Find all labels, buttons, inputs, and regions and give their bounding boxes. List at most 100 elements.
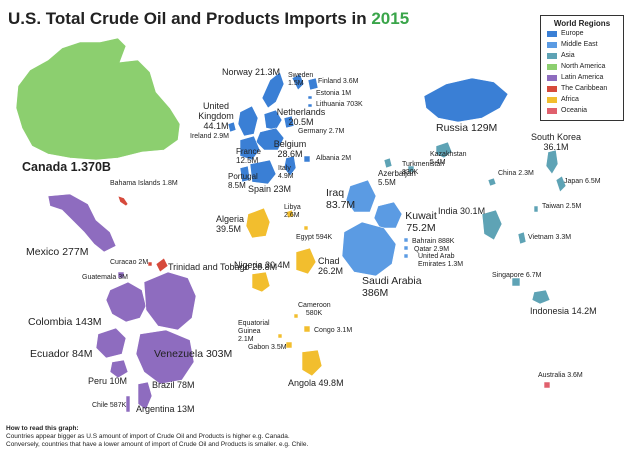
label-albania: Albania 2M [316,155,352,162]
shape-mexico [47,193,117,253]
shape-portugal [239,165,251,183]
shape-peru [109,359,129,379]
shape-uae [403,253,409,259]
legend-title: World Regions [553,19,611,28]
legend-item-africa: Africa [547,94,623,105]
shape-germany [283,115,295,129]
label-vietnam: Vietnam 3.3M [528,234,572,241]
label-algeria: Algeria 39.5M [216,214,245,234]
label-cameroon: Cameroon 580K [298,302,331,317]
shape-china [487,177,497,187]
shape-angola [301,349,323,377]
legend: World Regions Europe Middle East Asia No… [540,15,624,121]
label-bahrain: Bahrain 888K [412,238,455,245]
legend-swatch [547,63,557,70]
legend-swatch [547,107,557,114]
shape-southkorea [545,149,559,175]
legend-item-oceania: Oceania [547,105,623,116]
legend-item-asia: Asia [547,50,623,61]
label-azerbaijan: Azerbaijan 5.5M [378,169,416,187]
label-france: France 12.5M [236,147,261,165]
shape-algeria [245,207,271,239]
shape-norway [261,71,285,109]
shape-ireland [227,121,237,133]
label-venezuela: Venezuela 303M [154,348,233,360]
shape-chile [125,395,131,413]
shape-vietnam [517,231,527,245]
shape-colombia [105,281,147,323]
label-germany: Germany 2.7M [298,128,345,135]
shape-egypt [303,225,309,231]
shape-sweden [291,73,305,91]
label-indonesia: Indonesia 14.2M [530,306,597,316]
reading-note-line2: Conversely, countries that have a lower … [6,441,309,448]
label-norway: Norway 21.3M [222,67,281,77]
shape-australia [543,381,551,389]
shape-uk [237,105,259,137]
shape-bahama [117,195,129,207]
label-chad: Chad 26.2M [318,256,344,276]
reading-note: How to read this graph: Countries appear… [6,425,308,449]
shape-indonesia [531,289,551,305]
shape-ecuador [95,327,127,359]
legend-item-caribbean: The Caribbean [547,83,623,94]
label-china: China 2.3M [498,170,534,177]
legend-item-label: Europe [561,30,584,37]
label-libya: Libya 2.6M [284,204,301,219]
label-peru: Peru 10M [88,376,128,386]
map-title-year: 2015 [371,9,410,28]
legend-item-label: North America [561,63,606,70]
shape-libya [285,209,295,219]
label-sweden: Sweden 1.5M [288,72,314,87]
label-uae: United Arab Emirates 1.3M [418,253,464,268]
shape-italy [283,155,297,177]
label-mexico: Mexico 277M [26,246,89,258]
shape-canada [15,37,181,161]
legend-item-north-america: North America [547,61,623,72]
legend-item-label: Middle East [561,41,598,48]
label-ecuador: Ecuador 84M [30,348,93,360]
label-kuwait: Kuwait 75.2M [405,210,437,234]
shape-cameroon [293,313,299,319]
label-taiwan: Taiwan 2.5M [542,203,582,210]
label-saudi: Saudi Arabia 386M [362,275,422,299]
label-qatar: Qatar 2.9M [414,246,450,253]
shape-netherlands [263,109,283,131]
shape-nigeria [251,271,271,293]
label-italy: Italy 4.9M [278,165,294,180]
shape-iraq [345,179,377,213]
label-india: India 30.1M [438,206,486,216]
legend-swatch [547,74,557,81]
label-uk: United Kingdom 44.1M [198,101,234,131]
legend-swatch [547,85,557,92]
shape-india [481,209,503,241]
shape-estonia [307,95,313,100]
label-egypt: Egypt 594K [296,234,333,241]
legend-swatch [547,96,557,103]
shape-brazil [135,329,195,385]
shape-trinidad [155,257,169,273]
label-guatemala: Guatemala 3M [82,274,128,281]
shape-chad [295,247,317,275]
shape-kazakhstan [435,141,453,159]
label-canada: Canada 1.370B [22,160,111,174]
label-russia: Russia 129M [436,122,498,134]
label-eqguinea: Equatorial Guinea 2.1M [238,320,270,343]
label-belgium: Belgium 28.6M [273,139,307,159]
label-argentina: Argentina 13M [136,404,195,414]
legend-swatch [547,41,557,48]
shape-finland [307,77,319,91]
label-estonia: Estonia 1M [316,90,352,97]
label-colombia: Colombia 143M [28,316,102,328]
label-angola: Angola 49.8M [288,378,344,388]
label-spain: Spain 23M [248,184,292,194]
shape-turkmenistan [407,165,415,173]
shape-lithuania [307,103,313,108]
shape-curacao [147,261,153,267]
legend-item-label: Africa [561,96,579,103]
shape-gabon [285,341,293,349]
label-chile: Chile 587K [92,402,127,409]
label-gabon: Gabon 3.5M [248,344,287,351]
shape-qatar [403,245,409,251]
